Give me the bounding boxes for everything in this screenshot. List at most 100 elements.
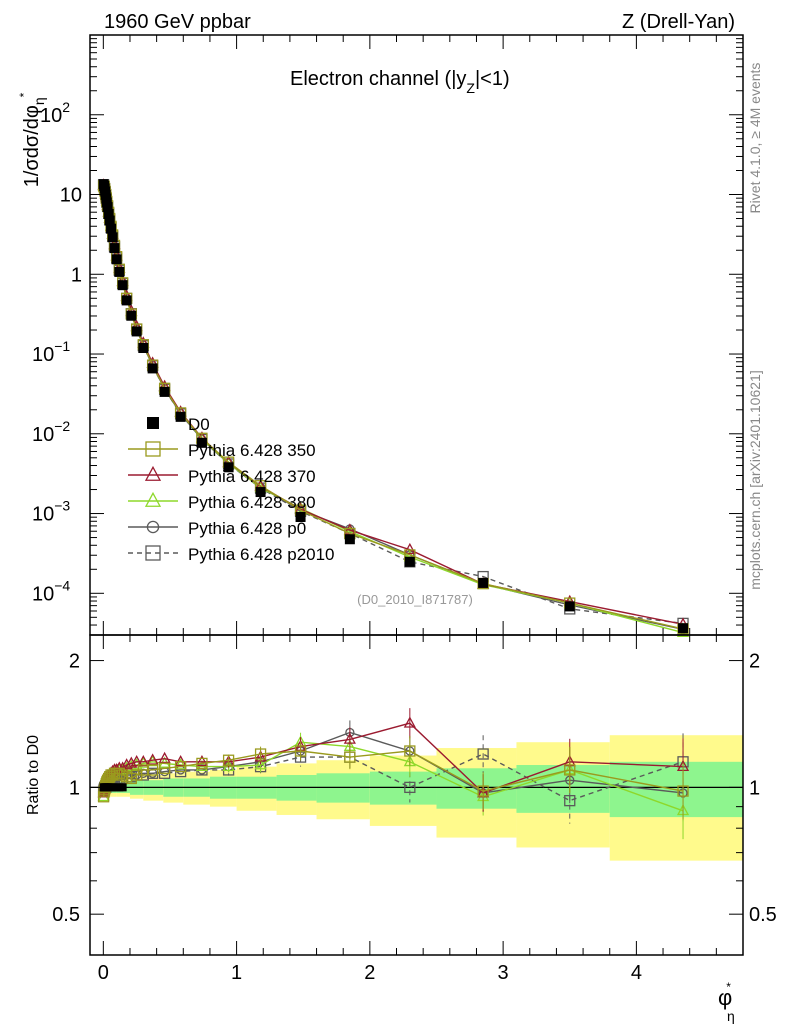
analysis-id: (D0_2010_I871787) (357, 592, 473, 607)
side-mcplots: mcplots.cern.ch [arXiv:2401.10621] (747, 370, 763, 589)
panel-subtitle: Electron channel (|yZ|<1) (290, 68, 510, 96)
band-green (516, 765, 610, 813)
d0-point (109, 243, 120, 254)
ratio-1-point (254, 748, 267, 760)
side-rivet: Rivet 4.1.0, ≥ 4M events (747, 63, 763, 214)
ratio-ytick-label-right: 2 (749, 651, 760, 673)
xtick-label: 1 (231, 962, 242, 984)
ratio-1-point (196, 757, 208, 770)
ratio-2-point (174, 754, 187, 767)
band-green (369, 771, 437, 805)
subtitle-sub: Z (466, 80, 475, 96)
ratio-1-point (564, 764, 576, 776)
ytick-exp: −4 (54, 577, 70, 593)
ytick-base: 10 (32, 504, 54, 526)
x-label-sup: * (726, 980, 731, 994)
d0-point (121, 295, 132, 306)
d0-point (159, 386, 170, 397)
legend-label-1: Pythia 6.428 350 (188, 441, 316, 460)
ratio-uncertainty-bands (103, 735, 743, 861)
main-panel-content (97, 178, 690, 638)
main-ytick-label: 10 (60, 185, 82, 207)
ytick-exp: −1 (54, 338, 70, 354)
ratio-1-point (344, 751, 356, 763)
ytick-base: 10 (40, 105, 62, 127)
main-ytick-label: 1 (71, 264, 82, 286)
ratio-1-point (117, 769, 129, 781)
legend-marker-5 (145, 545, 161, 561)
ratio-ylabel: Ratio to D0 (25, 735, 42, 815)
d0-point (223, 462, 234, 473)
ratio-1-point (294, 745, 307, 757)
ratio-1-point (477, 785, 489, 797)
main-ylabel-text: 1/σdσ/dφ (21, 105, 43, 187)
legend-marker-4 (146, 520, 160, 534)
ratio-2-point (195, 754, 209, 767)
ratio-1-point (174, 760, 187, 773)
ratio-ytick-label-right: 1 (749, 777, 760, 799)
ratio-2-point (130, 754, 143, 767)
ytick-exp: −2 (54, 418, 70, 434)
ratio-5-point (477, 748, 489, 760)
legend: D0 Pythia 6.428 350 Pythia 6.428 370 Pythia… (128, 415, 335, 564)
ratio-2-point (403, 716, 416, 728)
x-axis-label: φ* η (718, 980, 735, 1024)
main-ytick-label: 10−4 (32, 577, 70, 605)
series-2-point (403, 542, 416, 555)
xtick-label: 4 (631, 962, 642, 984)
xtick-label: 3 (498, 962, 509, 984)
ratio-1-point (113, 767, 125, 779)
subtitle-main: Electron channel (|y (290, 68, 466, 90)
d0-point (106, 223, 117, 234)
d0-point (678, 623, 689, 634)
d0-point (196, 437, 207, 448)
ytick-exp: −3 (54, 498, 70, 514)
ratio-1-point (158, 762, 171, 774)
ratio-2-point (120, 758, 133, 770)
ytick-base: 10 (32, 424, 54, 446)
ratio-3-point (174, 758, 187, 770)
xtick-label: 0 (98, 962, 109, 984)
x-label-sub: η (727, 1008, 735, 1024)
d0-point (255, 487, 266, 498)
ratio-1-point (404, 745, 416, 757)
d0-point (102, 202, 113, 213)
ratio-2-point (146, 753, 159, 765)
d0-point (117, 280, 128, 291)
main-ytick-label: 10−2 (32, 418, 70, 446)
legend-marker-3 (144, 491, 162, 507)
d0-point (344, 534, 355, 545)
ratio-3-point (137, 756, 150, 768)
ytick-exp: 2 (62, 99, 70, 115)
d0-point (478, 577, 489, 588)
ytick-base: 10 (32, 583, 54, 605)
main-ylabel-sup: * (17, 92, 31, 97)
ratio-panel-content (90, 708, 743, 840)
legend-marker-0 (147, 417, 159, 429)
legend-label-5: Pythia 6.428 p2010 (188, 545, 335, 564)
ratio-2-point (158, 751, 171, 764)
x-label-text: φ (718, 985, 732, 1010)
main-ytick-label: 10−3 (32, 498, 70, 526)
d0-point (138, 343, 149, 354)
main-ylabel: 1/σdσ/dφη* (17, 92, 47, 187)
series-line-3 (102, 185, 684, 634)
legend-label-2: Pythia 6.428 370 (188, 467, 316, 486)
legend-label-4: Pythia 6.428 p0 (188, 519, 306, 538)
ratio-frame (89, 634, 744, 956)
ytick-base: 10 (32, 344, 54, 366)
legend-label-3: Pythia 6.428 380 (188, 493, 316, 512)
d0-point (114, 266, 125, 277)
ratio-ytick-label-right: 0.5 (749, 904, 777, 926)
legend-marker-2 (144, 465, 162, 481)
d0-point (404, 556, 415, 567)
legend-marker-1 (145, 441, 161, 457)
ratio-ytick-label: 0.5 (52, 904, 80, 926)
d0-point (295, 511, 306, 522)
d0-point (111, 254, 122, 265)
subtitle-tail: |<1) (475, 68, 510, 90)
ratio-ytick-label: 2 (69, 651, 80, 673)
d0-point (126, 310, 137, 321)
